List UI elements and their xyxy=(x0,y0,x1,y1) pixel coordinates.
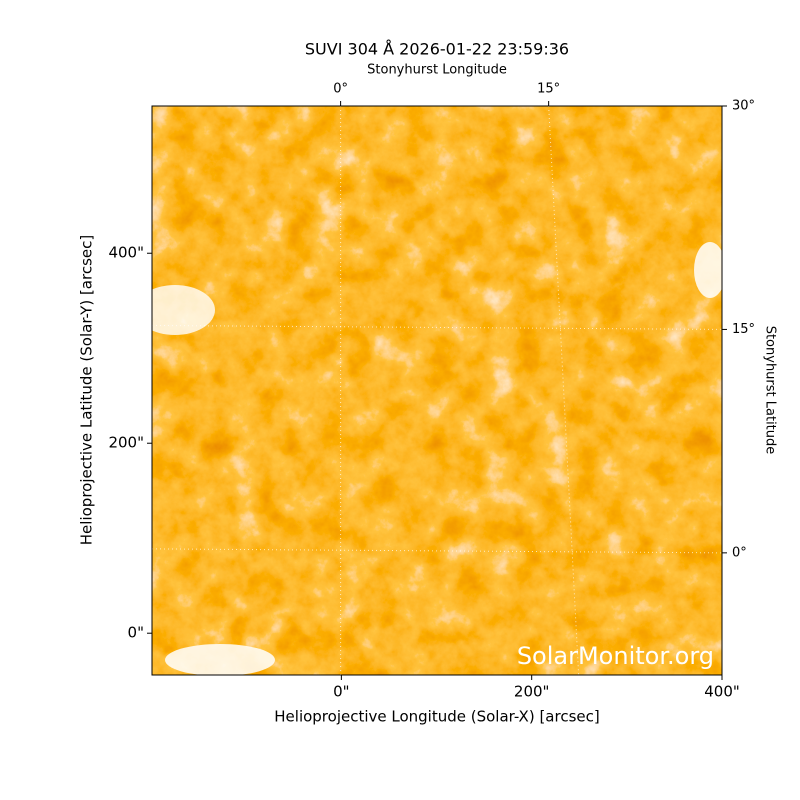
y-tick-label: 200" xyxy=(108,434,144,452)
plot xyxy=(151,101,723,676)
bright-region xyxy=(165,644,275,676)
y2-tick-label: 0° xyxy=(732,545,747,560)
x-tick-label: 200" xyxy=(514,683,550,701)
y2-label: Stonyhurst Latitude xyxy=(763,326,778,455)
x-label: Helioprojective Longitude (Solar-X) [arc… xyxy=(274,708,599,726)
y-tick-label: 0" xyxy=(128,624,144,642)
x-tick-label: 0" xyxy=(333,683,349,701)
bright-region xyxy=(135,285,215,335)
frame xyxy=(151,105,723,676)
bright-region xyxy=(694,242,726,298)
y2-tick-label: 15° xyxy=(732,322,755,337)
watermark: SolarMonitor.org xyxy=(517,642,714,670)
grid-line xyxy=(151,101,723,107)
y2-tick-label: 30° xyxy=(732,99,755,114)
x2-tick-label: 15° xyxy=(537,82,560,97)
grid-line xyxy=(548,105,580,676)
chart-title: SUVI 304 Å 2026-01-22 23:59:36 xyxy=(305,40,569,59)
x-tick-label: 400" xyxy=(704,683,740,701)
x2-tick-label: 0° xyxy=(333,82,348,97)
solar-image xyxy=(152,106,722,675)
x2-label: Stonyhurst Longitude xyxy=(367,63,507,78)
y-label: Helioprojective Latitude (Solar-Y) [arcs… xyxy=(78,235,96,545)
y-tick-label: 400" xyxy=(108,244,144,262)
